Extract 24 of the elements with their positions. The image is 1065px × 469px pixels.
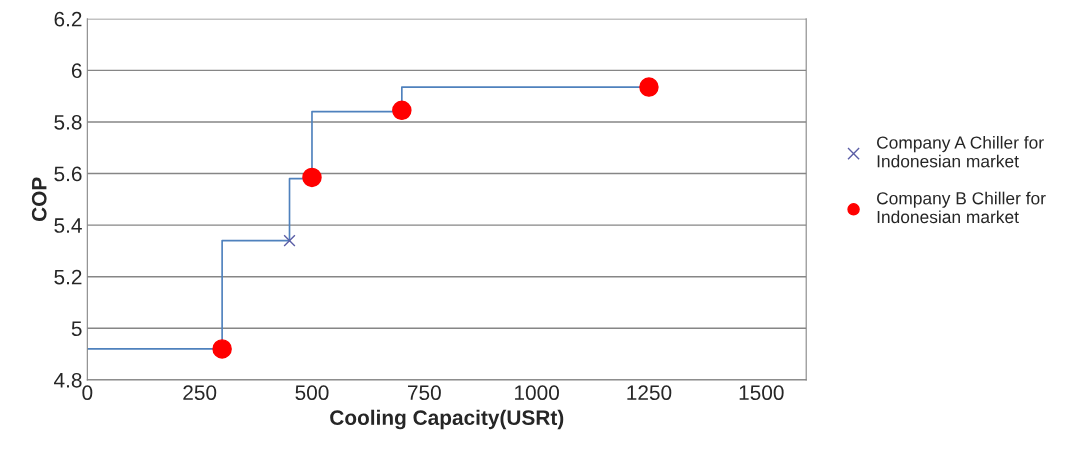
- legend-label: Company A Chiller for Indonesian market: [877, 135, 1044, 168]
- point: [302, 167, 322, 188]
- legend-label: Company B Chiller for Indonesian market: [877, 191, 1046, 224]
- point: [283, 234, 296, 247]
- x-axis-title: Cooling Capacity(USRt): [330, 409, 564, 430]
- x-tick-label: 0: [82, 385, 93, 401]
- x-tick-label: 500: [295, 385, 329, 401]
- y-tick-label: 5.8: [54, 114, 82, 130]
- x-tick-label: 250: [183, 385, 217, 401]
- x-tick-label: 750: [407, 385, 441, 401]
- y-axis-title: COP: [31, 177, 47, 222]
- y-tick-label: 6: [71, 63, 82, 79]
- y-tick-label: 6.2: [54, 11, 82, 27]
- point: [392, 100, 412, 121]
- x-tick-label: 1250: [627, 385, 672, 401]
- y-tick-label: 5.2: [54, 269, 82, 285]
- point: [212, 339, 232, 359]
- y-tick-label: 5.6: [54, 166, 82, 182]
- point: [639, 77, 659, 97]
- y-tick-label: 5.4: [54, 218, 82, 233]
- x-tick-label: 1500: [739, 385, 784, 401]
- x-tick-label: 1000: [515, 385, 559, 401]
- y-tick-label: 4.8: [53, 372, 82, 388]
- y-tick-label: 5: [71, 321, 82, 337]
